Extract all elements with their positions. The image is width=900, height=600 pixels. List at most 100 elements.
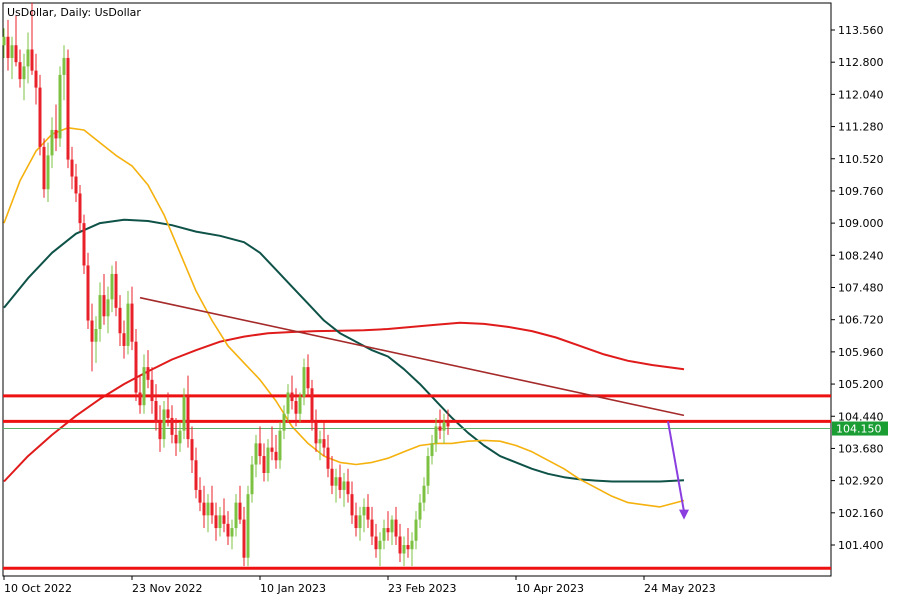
candle-body [354,515,358,529]
candle [390,515,394,545]
candle-body [178,430,182,444]
candle-body [442,422,446,431]
candle [282,405,286,440]
candle-body [10,45,14,58]
candle [338,464,342,499]
candle [190,426,194,474]
candle [30,2,34,75]
candle [186,375,190,448]
candle-body [386,528,390,533]
y-tick-label: 112.040 [838,88,884,101]
candle-body [266,447,270,474]
candle [202,485,206,529]
candle [218,506,222,537]
ma-mid-line [3,218,685,483]
candle-body [286,392,290,414]
candle [94,316,98,363]
candle-body [106,299,110,317]
candle [98,282,102,342]
y-tick-label: 109.760 [838,185,884,198]
candle-body [126,303,130,346]
candle [10,36,14,80]
candle [446,409,450,435]
candle-body [30,49,34,71]
candle [206,494,210,533]
candle-body [22,66,26,80]
candle-body [358,515,362,529]
candle-body [142,367,146,406]
candle [370,506,374,545]
candle-body [390,519,394,533]
candle [2,28,6,58]
candle [66,49,70,169]
candle-body [350,494,354,516]
axis-layer: 113.560 112.800 112.040 111.280 110.520 109.7… [3,24,884,595]
candle [78,185,82,232]
candle-body [402,545,406,554]
candle-body [214,515,218,529]
candle-body [54,129,58,139]
candle-body [166,409,170,418]
candle-body [370,519,374,537]
candle-body [174,434,178,444]
candle [318,430,322,461]
candle [346,468,350,503]
candle-body [98,295,102,330]
candle [182,388,186,440]
candle-body [146,367,150,380]
candle [142,354,146,414]
candle [382,519,386,550]
candle [102,273,106,325]
candle [378,532,382,567]
candle [306,354,310,397]
candle [198,477,202,512]
candle-body [426,456,430,486]
candle [214,502,218,541]
candle-body [410,540,414,550]
candle [254,434,258,478]
candle [426,447,430,495]
candle [158,405,162,452]
candle [270,426,274,461]
candle-body [74,176,78,194]
candle [302,358,306,406]
candle-body [378,540,382,550]
current-price-value: 104.150 [836,423,882,436]
candle-body [14,45,18,63]
candle [430,434,434,465]
candle-body [382,528,386,541]
candle [170,405,174,444]
y-tick-label: 102.920 [838,475,884,488]
candle [194,447,198,499]
forecast-arrow-head [679,509,689,520]
candle [54,104,58,152]
candle-body [282,413,286,431]
candle-body [246,494,250,558]
candle-body [422,485,426,503]
candle [298,392,302,423]
candle-body [190,439,194,461]
candle [414,511,418,550]
current-price-tag [832,421,888,436]
candle [334,468,338,503]
candle-body [66,57,70,160]
candle [398,523,402,562]
candle [86,252,90,330]
candle-body [438,426,442,431]
candle-body [254,443,258,465]
candle [18,49,22,88]
y-tick-label: 105.200 [838,378,884,391]
plot-frame [2,2,832,577]
candle-body [158,422,162,440]
candle [286,384,290,423]
candle-body [330,468,334,486]
candle-body [130,303,134,342]
y-tick-label: 108.240 [838,249,884,262]
candle-body [406,545,410,550]
candle [434,417,438,452]
ma-slow-line [3,321,685,483]
candle [322,422,326,457]
y-tick-label: 109.000 [838,217,884,230]
y-tick-label: 103.680 [838,442,884,455]
x-tick-label: 10 Oct 2022 [4,582,72,595]
